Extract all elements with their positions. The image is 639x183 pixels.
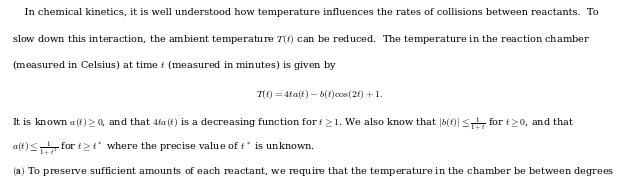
- Text: (measured in Celsius) at time $t$ (measured in minutes) is given by: (measured in Celsius) at time $t$ (measu…: [12, 58, 337, 72]
- Text: It is known $a(t) \geq 0$, and that $4ta(t)$ is a decreasing function for $t \ge: It is known $a(t) \geq 0$, and that $4ta…: [12, 115, 574, 133]
- Text: slow down this interaction, the ambient temperature $T(t)$ can be reduced.  The : slow down this interaction, the ambient …: [12, 33, 590, 46]
- Text: $a(t) \leq \frac{1}{1+t^2}$ for $t \geq t^*$ where the precise value of $t^*$ is: $a(t) \leq \frac{1}{1+t^2}$ for $t \geq …: [12, 139, 314, 158]
- Text: In chemical kinetics, it is well understood how temperature influences the rates: In chemical kinetics, it is well underst…: [12, 8, 598, 17]
- Text: $\mathbf{(a)}$ To preserve sufficient amounts of each reactant, we require that : $\mathbf{(a)}$ To preserve sufficient am…: [12, 165, 614, 178]
- Text: $T(t) = 4ta(t) - b(t)\cos(2t) + 1.$: $T(t) = 4ta(t) - b(t)\cos(2t) + 1.$: [256, 88, 383, 101]
